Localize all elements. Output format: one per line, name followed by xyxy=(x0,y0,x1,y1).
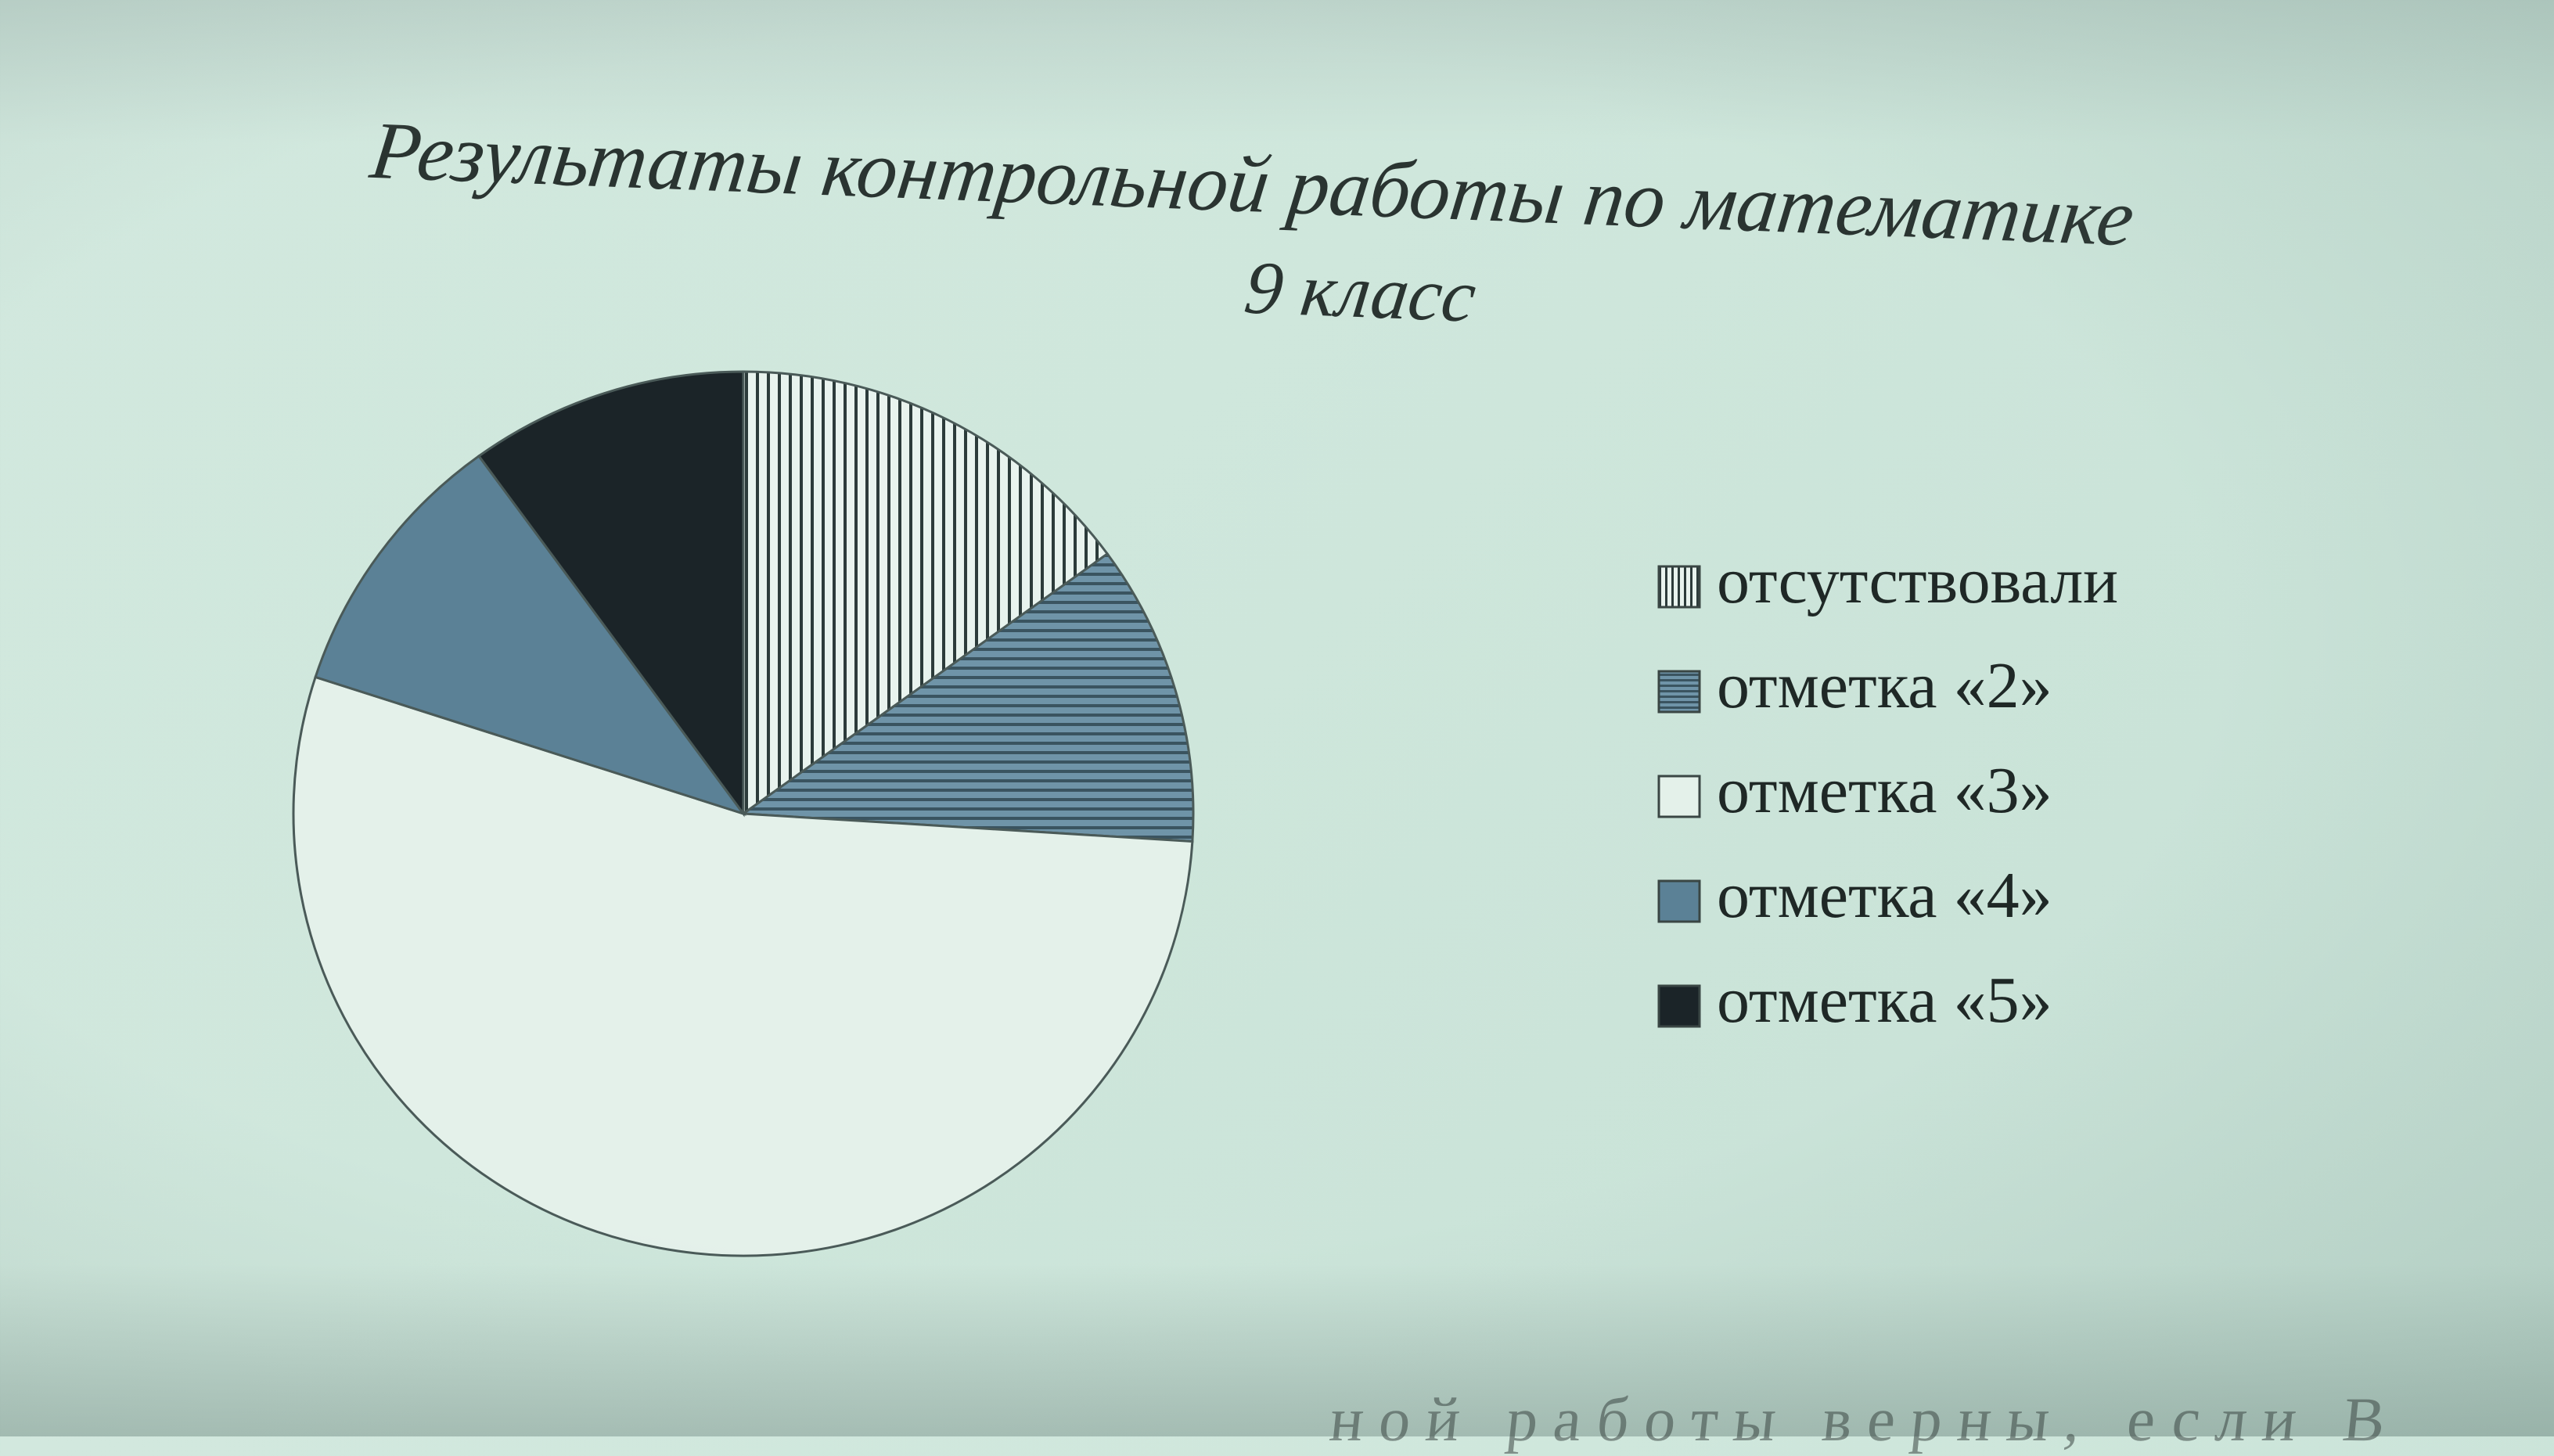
pie-slice-4 xyxy=(314,454,746,816)
legend-swatch-5 xyxy=(1657,984,1701,1028)
pie-slice-3 xyxy=(292,675,1194,1257)
pie-slice-2 xyxy=(739,552,1195,843)
footer-text: ной работы верны, если В xyxy=(1326,1386,2405,1454)
legend-label-5: отметка «5» xyxy=(1717,964,2052,1037)
legend-label-2: отметка «2» xyxy=(1717,649,2052,722)
legend-label-3: отметка «3» xyxy=(1717,754,2052,827)
legend: отсутствовали отметка «2» отметка «3» отмет… xyxy=(1657,545,2118,1037)
legend-label-4: отметка «4» xyxy=(1717,859,2052,932)
legend-swatch-4 xyxy=(1657,879,1701,923)
legend-label-1: отсутствовали xyxy=(1717,545,2118,617)
pie-slices xyxy=(292,370,1195,1257)
chart-subtitle-line: 9 класс xyxy=(1240,246,1480,338)
pie-slice-1 xyxy=(742,370,1110,816)
pie-slice-5 xyxy=(477,370,745,818)
legend-swatch-1 xyxy=(1657,565,1701,609)
chart-title-line: Результаты контрольной работы по математ… xyxy=(365,105,2139,264)
legend-swatch-2 xyxy=(1657,670,1701,714)
legend-swatch-3 xyxy=(1657,775,1701,818)
chart-title: Результаты контрольной работы по математ… xyxy=(365,105,2139,338)
